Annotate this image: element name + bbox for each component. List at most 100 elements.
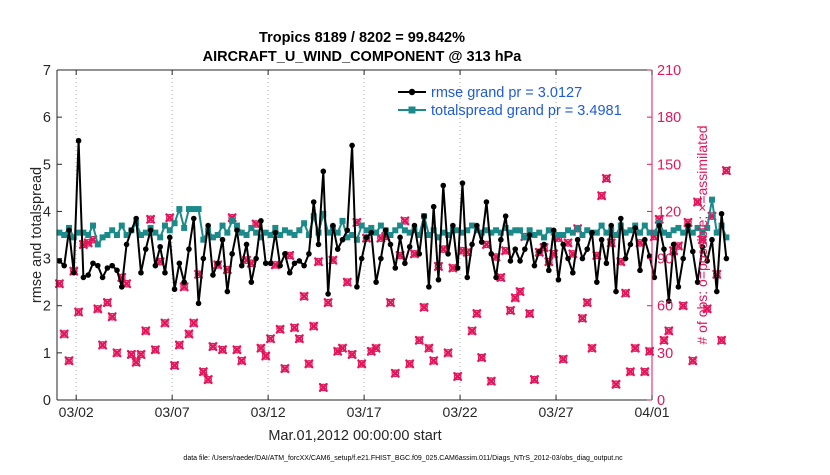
obs-assimilated-point	[414, 335, 424, 345]
rmse-point	[238, 262, 245, 269]
rmse-point	[157, 243, 163, 250]
totalspread-point	[248, 224, 255, 231]
totalspread-point	[118, 222, 125, 229]
obs-possible-point	[98, 341, 107, 349]
rmse-point	[536, 248, 543, 255]
rmse-point	[229, 251, 235, 257]
obs-assimilated-point	[697, 235, 707, 245]
obs-possible-point	[309, 322, 318, 330]
totalspread-point	[243, 232, 250, 238]
totalspread-point	[406, 229, 413, 236]
totalspread-point	[613, 232, 620, 238]
y-left-tick-label: 1	[43, 346, 51, 362]
rmse-point	[440, 182, 447, 189]
totalspread-point	[708, 196, 715, 203]
totalspread-point	[281, 227, 288, 234]
totalspread-point	[574, 224, 581, 231]
rmse-point	[411, 222, 418, 229]
totalspread-point	[56, 229, 63, 236]
obs-assimilated-point	[136, 349, 146, 359]
rmse-point	[186, 246, 192, 252]
totalspread-point	[565, 227, 572, 234]
obs-possible-point	[621, 289, 630, 297]
obs-assimilated-point	[107, 312, 117, 322]
obs-possible-point	[151, 345, 160, 354]
rmse-point	[421, 213, 427, 219]
obs-possible-point	[588, 344, 596, 352]
rmse-point	[85, 272, 91, 278]
obs-possible-point	[386, 298, 395, 307]
obs-assimilated-point	[529, 375, 539, 385]
obs-possible-point	[189, 319, 198, 327]
totalspread-point	[214, 232, 221, 238]
obs-possible-point	[257, 344, 265, 352]
totalspread-point	[185, 206, 192, 213]
rmse-point	[138, 269, 144, 276]
obs-possible-point	[420, 303, 428, 312]
x-tick-label: 03/12	[251, 404, 286, 420]
rmse-point	[646, 253, 653, 260]
obs-assimilated-point	[218, 345, 228, 355]
obs-assimilated-point	[299, 291, 309, 301]
y-left-tick-label: 4	[43, 204, 51, 220]
totalspread-point	[320, 210, 327, 217]
totalspread-point	[541, 234, 548, 241]
rmse-point	[123, 241, 130, 248]
totalspread-point	[512, 227, 519, 234]
rmse-point	[382, 227, 389, 234]
totalspread-point	[161, 222, 168, 229]
obs-assimilated-point	[102, 298, 112, 308]
obs-assimilated-point	[126, 349, 136, 359]
totalspread-point	[89, 222, 96, 229]
y-left-tick-label: 7	[43, 63, 51, 79]
rmse-point	[56, 258, 63, 264]
obs-assimilated-point	[150, 345, 160, 355]
y-right-tick-label: 120	[657, 204, 681, 220]
totalspread-point	[229, 217, 236, 224]
obs-possible-point	[300, 292, 308, 301]
obs-possible-point	[477, 353, 486, 362]
totalspread-point	[555, 232, 562, 238]
obs-assimilated-point	[467, 326, 477, 336]
rmse-point	[574, 236, 581, 243]
rmse-point	[507, 258, 514, 264]
obs-possible-point	[511, 294, 520, 302]
obs-assimilated-point	[112, 348, 122, 358]
obs-possible-point	[525, 309, 534, 318]
totalspread-point	[70, 234, 77, 241]
rmse-point	[541, 241, 547, 248]
rmse-point	[426, 284, 432, 290]
obs-possible-point	[175, 341, 184, 349]
obs-assimilated-point	[721, 166, 731, 176]
rmse-point	[224, 288, 231, 295]
obs-possible-point	[583, 298, 592, 307]
totalspread-point	[142, 229, 149, 236]
y-right-tick-label: 0	[657, 393, 665, 409]
obs-assimilated-point	[198, 367, 208, 377]
totalspread-point	[301, 220, 308, 227]
y-right-tick-label: 150	[657, 157, 681, 173]
rmse-point	[354, 284, 360, 290]
obs-assimilated-point	[93, 304, 103, 314]
obs-possible-point	[233, 345, 241, 354]
rmse-point	[459, 180, 466, 186]
y-right-tick-label: 210	[657, 63, 681, 79]
obs-assimilated-point	[323, 298, 333, 308]
rmse-point	[680, 255, 686, 262]
obs-assimilated-point	[419, 302, 429, 312]
rmse-line	[58, 139, 728, 305]
rmse-point	[555, 276, 562, 283]
obs-assimilated-point	[385, 298, 395, 308]
rmse-point	[618, 215, 624, 222]
rmse-point	[632, 225, 639, 231]
rmse-point	[579, 255, 586, 262]
rmse-point	[387, 241, 394, 248]
rmse-point	[334, 246, 341, 252]
totalspread-point	[109, 227, 116, 234]
rmse-point	[685, 222, 691, 229]
rmse-point	[493, 274, 499, 281]
totalspread-point	[325, 229, 332, 236]
obs-assimilated-point	[717, 335, 727, 345]
rmse-point	[392, 265, 399, 271]
obs-assimilated-point	[357, 359, 367, 369]
